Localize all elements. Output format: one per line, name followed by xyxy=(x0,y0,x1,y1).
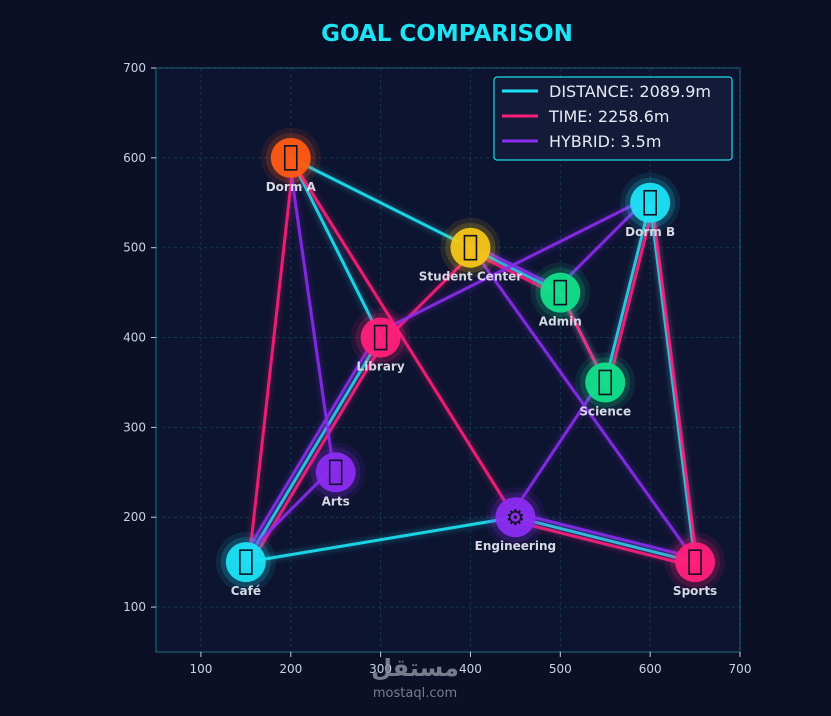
node: ⚙ Engineering xyxy=(475,487,556,553)
x-tick-label: 100 xyxy=(189,662,212,676)
node-dot xyxy=(360,317,401,358)
building-icon xyxy=(373,324,388,351)
watermark-arabic: مستقل xyxy=(371,654,459,682)
legend-entry: TIME: 2258.6m xyxy=(548,107,669,126)
node-dot xyxy=(585,362,626,403)
building-icon xyxy=(283,145,298,171)
nodes: Dorm A Dorm B Student Center Admin Library Sc… xyxy=(215,127,726,598)
node: Arts xyxy=(305,442,366,508)
y-tick-label: 300 xyxy=(123,420,146,434)
y-tick-label: 100 xyxy=(123,600,146,614)
legend-entry: HYBRID: 3.5m xyxy=(549,132,661,151)
building-icon xyxy=(553,279,568,306)
node: Café xyxy=(215,532,276,598)
x-tick-label: 300 xyxy=(369,662,392,676)
y-tick-label: 700 xyxy=(123,61,146,75)
node: Sports xyxy=(665,532,726,598)
node: Student Center xyxy=(419,217,522,284)
node-dot xyxy=(225,542,266,583)
x-tick-label: 500 xyxy=(549,662,572,676)
node: Dorm B xyxy=(620,172,681,239)
node-dot xyxy=(270,137,311,178)
node-label: Sports xyxy=(673,584,717,598)
node-label: Science xyxy=(579,404,631,418)
y-axis-ticks: 100 200 300 400 500 600 700 xyxy=(123,61,156,614)
watermark-latin: mostaql.com xyxy=(373,686,457,701)
node-dot xyxy=(675,542,716,583)
node: Dorm A xyxy=(260,127,321,194)
node: Admin xyxy=(530,262,591,329)
routes xyxy=(239,152,702,572)
building-icon xyxy=(643,189,657,216)
x-axis-ticks: 100 200 300 400 500 600 700 xyxy=(189,652,751,676)
node-dot xyxy=(540,272,581,313)
node-dot xyxy=(315,452,356,493)
node-dot xyxy=(450,227,491,268)
building-icon xyxy=(688,549,702,575)
route-line xyxy=(241,152,695,559)
y-tick-label: 400 xyxy=(123,331,146,345)
legend-entry: DISTANCE: 2089.9m xyxy=(549,82,711,101)
chart-title: GOAL COMPARISON xyxy=(321,21,573,47)
node-dot xyxy=(495,497,536,538)
node-label: Admin xyxy=(539,315,582,329)
node: Science xyxy=(575,352,636,418)
y-tick-label: 600 xyxy=(123,151,146,165)
x-tick-label: 700 xyxy=(729,662,752,676)
node: Library xyxy=(350,307,411,374)
node-label: Engineering xyxy=(475,539,556,553)
x-tick-label: 200 xyxy=(279,662,302,676)
node-label: Dorm A xyxy=(266,180,317,194)
y-tick-label: 200 xyxy=(123,510,146,524)
node-label: Arts xyxy=(322,494,350,508)
watermark: مستقل mostaql.com xyxy=(371,654,459,701)
route-line xyxy=(246,162,700,569)
x-tick-label: 400 xyxy=(459,662,482,676)
y-tick-label: 500 xyxy=(123,241,146,255)
building-icon xyxy=(598,369,613,396)
node-label: Student Center xyxy=(419,270,522,284)
node-label: Dorm B xyxy=(625,225,675,239)
node-label: Library xyxy=(357,360,405,374)
x-tick-label: 600 xyxy=(639,662,662,676)
building-icon xyxy=(463,234,478,261)
node-label: Café xyxy=(231,584,261,598)
legend: DISTANCE: 2089.9m TIME: 2258.6m HYBRID: 3.… xyxy=(493,76,733,161)
legend-box xyxy=(493,76,733,161)
node-dot xyxy=(630,182,671,223)
building-icon xyxy=(239,549,253,575)
building-icon xyxy=(328,459,343,486)
gear-icon: ⚙ xyxy=(506,506,526,531)
